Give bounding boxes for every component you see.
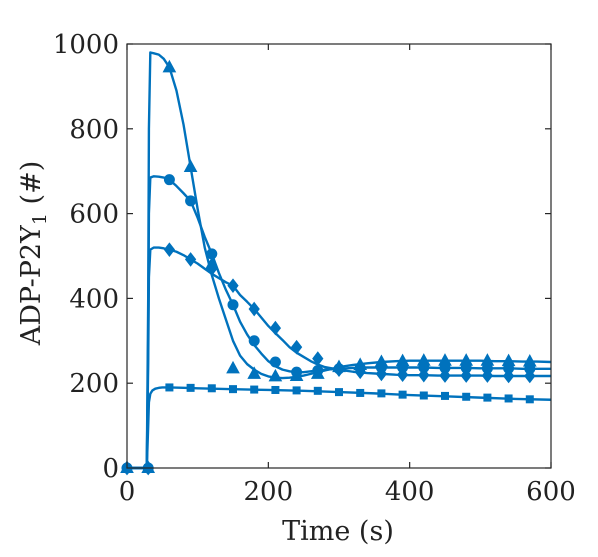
data-point-square-14 bbox=[419, 391, 428, 400]
data-point-diamond-11 bbox=[354, 364, 366, 380]
y-tick-label-2: 400 bbox=[69, 284, 119, 314]
data-point-diamond-7 bbox=[269, 320, 282, 336]
data-point-circle-4 bbox=[206, 248, 218, 260]
data-point-circle-3 bbox=[185, 195, 197, 207]
data-point-diamond-8 bbox=[290, 339, 303, 355]
data-point-square-7 bbox=[271, 385, 280, 394]
data-point-square-2 bbox=[165, 383, 174, 392]
data-point-circle-6 bbox=[248, 335, 260, 347]
data-point-circle-5 bbox=[227, 299, 239, 311]
data-point-diamond-17 bbox=[481, 368, 494, 383]
data-point-square-6 bbox=[250, 385, 259, 394]
data-point-square-16 bbox=[462, 392, 471, 401]
data-point-square-17 bbox=[483, 393, 492, 402]
x-tick-label-0: 0 bbox=[119, 477, 136, 507]
data-point-diamond-9 bbox=[312, 351, 324, 366]
data-point-diamond-5 bbox=[227, 278, 239, 294]
data-point-square-19 bbox=[525, 395, 534, 404]
series-circle bbox=[121, 174, 551, 474]
data-point-square-18 bbox=[504, 394, 513, 403]
data-point-square-3 bbox=[186, 383, 195, 392]
svg-text:ADP-P2Y1 (#): ADP-P2Y1 (#) bbox=[16, 161, 51, 347]
data-point-triangle-3 bbox=[183, 159, 198, 172]
data-point-diamond-3 bbox=[184, 252, 197, 267]
data-point-square-4 bbox=[207, 384, 216, 393]
data-point-diamond-14 bbox=[418, 367, 430, 383]
data-point-diamond-13 bbox=[396, 367, 409, 383]
data-point-square-9 bbox=[313, 386, 322, 395]
data-point-square-12 bbox=[377, 389, 386, 398]
series-group bbox=[120, 51, 552, 476]
data-point-circle-7 bbox=[269, 356, 281, 368]
y-axis-title-subscript: 1 bbox=[29, 213, 51, 225]
series-line-circle bbox=[127, 175, 551, 470]
data-point-diamond-18 bbox=[502, 368, 515, 384]
data-point-circle-8 bbox=[291, 366, 303, 378]
data-point-triangle-5 bbox=[226, 360, 240, 374]
data-point-diamond-2 bbox=[163, 242, 176, 257]
y-axis-title-tail: (#) bbox=[16, 161, 47, 213]
series-triangle bbox=[120, 51, 552, 473]
data-point-triangle-6 bbox=[247, 366, 262, 379]
y-tick-label-0: 0 bbox=[102, 454, 119, 484]
data-point-square-15 bbox=[441, 391, 449, 400]
data-point-diamond-12 bbox=[375, 366, 388, 382]
data-point-square-10 bbox=[335, 388, 343, 397]
data-point-circle-2 bbox=[163, 174, 175, 186]
data-point-square-13 bbox=[398, 390, 407, 399]
data-point-diamond-6 bbox=[248, 301, 260, 317]
data-point-square-11 bbox=[356, 388, 365, 397]
axis-ticks: 0 200 400 600 0 200 400 600 800 1000 bbox=[53, 30, 576, 507]
data-point-square-5 bbox=[229, 385, 237, 394]
y-tick-label-5: 1000 bbox=[53, 30, 119, 60]
data-point-diamond-10 bbox=[333, 362, 345, 377]
data-point-diamond-15 bbox=[439, 368, 451, 383]
y-tick-label-4: 800 bbox=[69, 115, 119, 145]
data-point-diamond-4 bbox=[206, 261, 218, 277]
y-tick-label-3: 600 bbox=[69, 200, 119, 230]
plot-frame bbox=[126, 43, 552, 469]
data-point-diamond-19 bbox=[524, 368, 536, 384]
y-axis-title-main: ADP-P2Y bbox=[16, 224, 47, 346]
data-point-triangle-7 bbox=[268, 368, 283, 382]
y-tick-label-1: 200 bbox=[69, 369, 119, 399]
data-point-square-8 bbox=[292, 386, 301, 395]
x-tick-label-1: 200 bbox=[244, 477, 294, 507]
data-point-diamond-16 bbox=[460, 368, 472, 383]
x-axis-title: Time (s) bbox=[282, 516, 394, 547]
y-axis-title: ADP-P2Y1 (#) bbox=[16, 161, 51, 347]
series-square bbox=[123, 383, 552, 472]
x-tick-label-3: 600 bbox=[526, 477, 576, 507]
x-tick-label-2: 400 bbox=[385, 477, 435, 507]
data-point-triangle-2 bbox=[162, 59, 177, 73]
series-diamond bbox=[121, 242, 551, 476]
